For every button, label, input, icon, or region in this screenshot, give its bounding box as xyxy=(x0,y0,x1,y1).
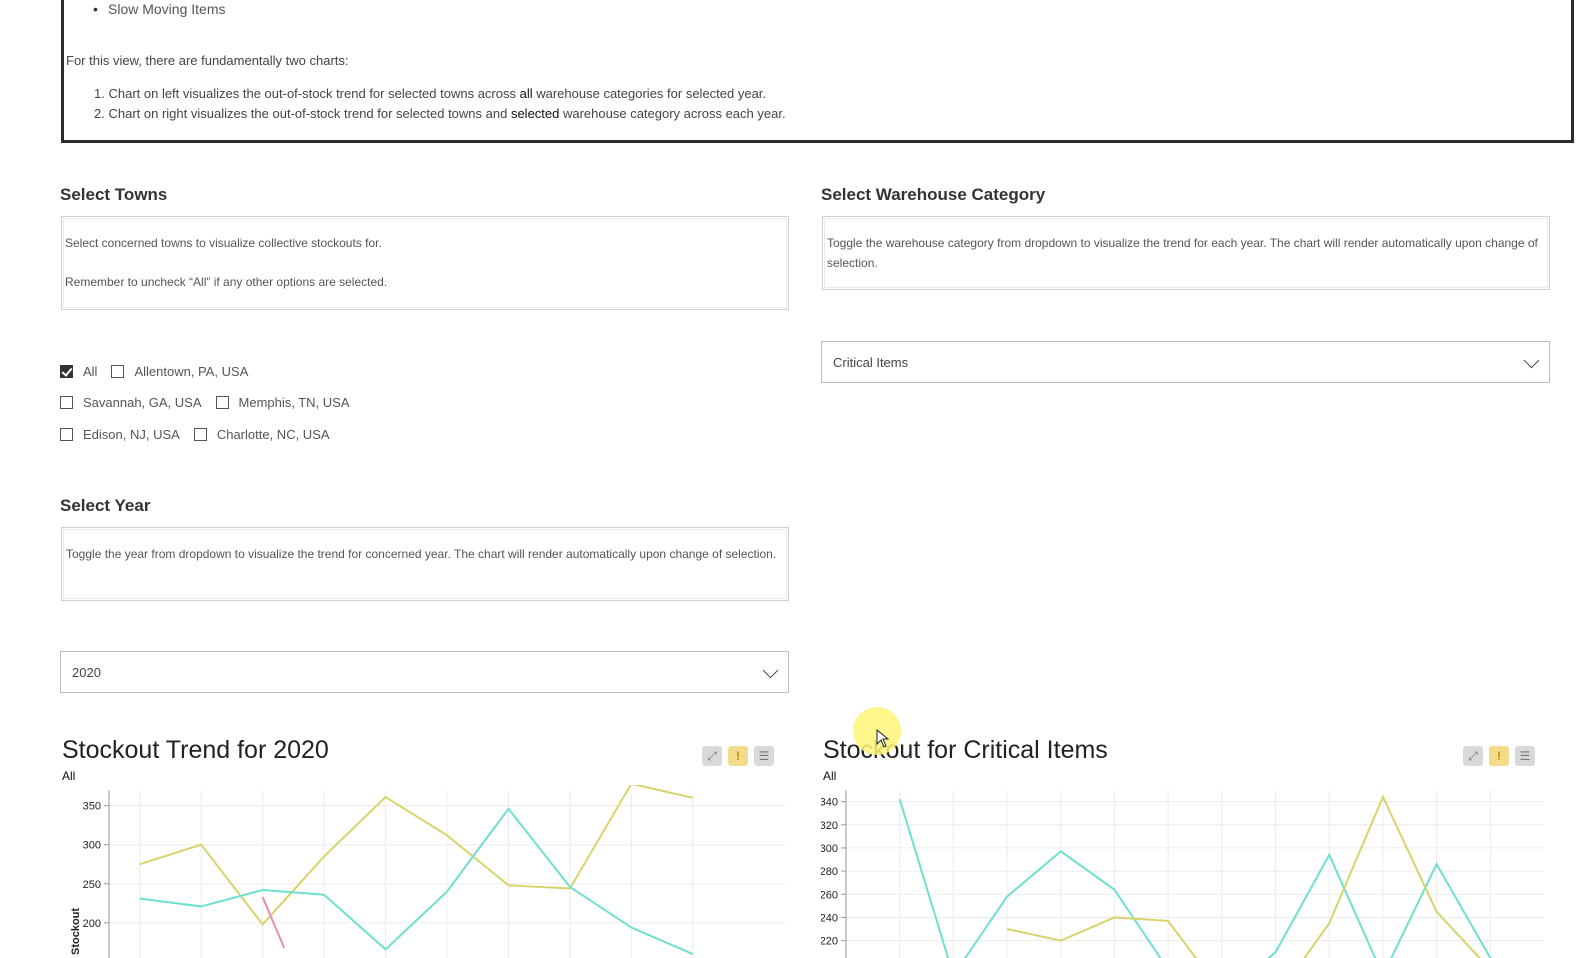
checkbox-allentown[interactable] xyxy=(111,365,125,378)
right-chart-plot: 220240260280300320340Stockout xyxy=(821,790,1544,958)
right-chart-series-line-1 xyxy=(1006,794,1481,958)
year-desc: Toggle the year from dropdown to visuali… xyxy=(66,547,777,561)
checkbox-charlotte[interactable] xyxy=(193,428,207,441)
warning-icon[interactable]: ! xyxy=(1489,746,1509,766)
towns-checkbox-row-1: All Allentown, PA, USA xyxy=(60,364,262,379)
warning-icon[interactable]: ! xyxy=(728,746,748,766)
town-option-all[interactable]: All xyxy=(60,364,97,379)
menu-icon[interactable]: ☰ xyxy=(1515,746,1535,766)
towns-desc-line1: Select concerned towns to visualize coll… xyxy=(65,236,382,250)
left-chart-series-line-2 xyxy=(261,896,286,949)
category-dropdown[interactable]: Critical Items xyxy=(821,341,1550,383)
right-chart-ytick-label-0: 220 xyxy=(821,936,838,948)
checkbox-memphis[interactable] xyxy=(215,396,229,409)
left-chart-title: Stockout Trend for 2020 xyxy=(62,736,329,764)
right-chart-ytick-label-6: 340 xyxy=(821,797,838,809)
left-chart-series-line-1 xyxy=(139,807,694,956)
year-dropdown-value: 2020 xyxy=(72,664,101,680)
left-chart-series-line-0 xyxy=(139,785,694,926)
towns-desc-line2: Remember to uncheck “All” if any other o… xyxy=(65,275,388,289)
left-chart-toolbar: ⤢ ! ☰ xyxy=(702,746,774,766)
year-dropdown[interactable]: 2020 xyxy=(60,651,789,693)
left-chart-subtitle: All xyxy=(62,769,76,783)
town-option-memphis[interactable]: Memphis, TN, USA xyxy=(215,395,350,410)
right-chart-ytick-label-4: 300 xyxy=(821,843,838,855)
left-chart-ytick-label-2: 300 xyxy=(83,840,101,852)
towns-checkbox-row-3: Edison, NJ, USA Charlotte, NC, USA xyxy=(60,427,344,442)
town-option-savannah[interactable]: Savannah, GA, USA xyxy=(60,395,202,410)
left-chart-ytick-label-0: 200 xyxy=(83,918,101,930)
left-chart-plot: 200 250 300 350 Stockout xyxy=(70,785,785,958)
right-chart-toolbar: ⤢ ! ☰ xyxy=(1463,746,1535,766)
right-chart-ytick-label-2: 260 xyxy=(821,889,838,901)
left-chart-ytick-label-3: 350 xyxy=(83,801,101,813)
expand-icon[interactable]: ⤢ xyxy=(702,746,722,766)
intro-item-2: 2. Chart on right visualizes the out-of-… xyxy=(94,106,786,121)
right-chart-series-line-0 xyxy=(898,798,1492,958)
checkbox-edison[interactable] xyxy=(60,428,73,441)
category-desc: Toggle the warehouse category from dropd… xyxy=(827,236,1538,270)
chevron-down-icon xyxy=(1523,352,1540,369)
category-dropdown-value: Critical Items xyxy=(833,354,909,370)
right-chart-subtitle: All xyxy=(823,769,837,783)
left-chart-gridlines xyxy=(109,790,785,958)
category-heading: Select Warehouse Category xyxy=(821,185,1046,204)
checkbox-savannah[interactable] xyxy=(60,396,73,409)
year-heading: Select Year xyxy=(60,496,151,515)
towns-heading: Select Towns xyxy=(60,185,168,204)
towns-checkbox-row-2: Savannah, GA, USA Memphis, TN, USA xyxy=(60,395,364,410)
right-chart-ytick-label-5: 320 xyxy=(821,820,838,832)
town-option-edison[interactable]: Edison, NJ, USA xyxy=(60,427,180,442)
right-chart-gridlines xyxy=(846,790,1544,958)
intro-bullet-item: Slow Moving Items xyxy=(93,1,226,17)
intro-panel xyxy=(61,0,1574,143)
year-description-box: Toggle the year from dropdown to visuali… xyxy=(61,527,789,601)
mouse-pointer-icon xyxy=(876,729,890,748)
menu-icon[interactable]: ☰ xyxy=(754,746,774,766)
right-chart-ytick-label-1: 240 xyxy=(821,912,838,924)
category-description-box: Toggle the warehouse category from dropd… xyxy=(822,216,1550,290)
expand-icon[interactable]: ⤢ xyxy=(1463,746,1483,766)
left-chart-ytick-label-1: 250 xyxy=(83,879,101,891)
intro-lead: For this view, there are fundamentally t… xyxy=(66,53,349,68)
intro-item-1: 1. Chart on left visualizes the out-of-s… xyxy=(94,86,767,101)
chevron-down-icon xyxy=(762,662,779,679)
right-chart-ytick-label-3: 280 xyxy=(821,866,838,878)
checkbox-all[interactable] xyxy=(60,365,73,378)
towns-description-box: Select concerned towns to visualize coll… xyxy=(61,216,789,310)
town-option-allentown[interactable]: Allentown, PA, USA xyxy=(111,364,248,379)
left-chart-ylabel: Stockout xyxy=(70,908,82,955)
town-option-charlotte[interactable]: Charlotte, NC, USA xyxy=(193,427,330,442)
